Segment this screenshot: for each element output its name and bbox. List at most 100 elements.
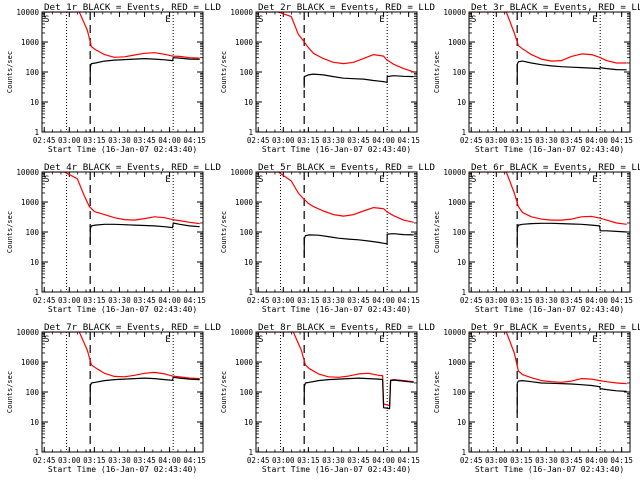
panel-data (256, 332, 414, 410)
y-tick-label: 100 (25, 228, 39, 237)
y-tick-label: 10000 (16, 8, 39, 17)
y-tick-label: 1 (248, 448, 253, 457)
y-tick-label: 1 (461, 448, 466, 457)
x-tick-label: 03:30 (322, 456, 345, 465)
events-series-line (303, 377, 414, 410)
x-tick-label: 02:45 (33, 296, 56, 305)
x-tick-label: 03:15 (83, 136, 106, 145)
end-marker: E (165, 175, 170, 185)
x-tick-label: 03:15 (297, 136, 320, 145)
detector-panel: Det 1r BLACK = Events, RED = LLD Counts/s… (6, 2, 221, 154)
x-tick-label: 03:00 (58, 136, 81, 145)
y-tick-label: 10000 (443, 328, 466, 337)
x-tick-label: 03:00 (272, 456, 295, 465)
y-tick-label: 1 (248, 288, 253, 297)
y-tick-label: 100 (452, 388, 466, 397)
x-tick-label: 03:30 (108, 456, 131, 465)
panel-data (469, 332, 627, 414)
x-tick-label: 03:30 (108, 136, 131, 145)
start-marker: S (44, 15, 49, 25)
start-marker: S (258, 15, 263, 25)
y-tick-label: 10 (244, 258, 254, 267)
y-tick-label: 1 (461, 288, 466, 297)
x-tick-label: 03:15 (297, 296, 320, 305)
y-tick-label: 1000 (448, 358, 467, 367)
end-marker: E (379, 15, 384, 25)
lld-series-line (469, 332, 627, 385)
x-tick-label: 03:15 (297, 456, 320, 465)
y-tick-label: 100 (25, 388, 39, 397)
end-marker: E (379, 335, 384, 345)
x-tick-label: 03:30 (535, 136, 558, 145)
events-series-line (303, 233, 414, 257)
lld-series-line (469, 172, 627, 225)
y-tick-label: 100 (452, 68, 466, 77)
x-tick-label: 04:00 (372, 136, 395, 145)
events-series-line (303, 73, 414, 88)
x-axis-label: Start Time (16-Jan-07 02:43:40) (262, 305, 411, 314)
events-series-line (516, 60, 627, 84)
panel-data (469, 12, 627, 84)
y-tick-label: 10000 (230, 168, 253, 177)
x-tick-label: 03:15 (83, 456, 106, 465)
y-tick-label: 1000 (448, 198, 467, 207)
y-tick-label: 100 (239, 388, 253, 397)
x-tick-label: 02:45 (247, 296, 270, 305)
x-tick-label: 04:15 (610, 136, 633, 145)
x-tick-label: 02:45 (33, 456, 56, 465)
detector-panel: Det 7r BLACK = Events, RED = LLD Counts/s… (6, 322, 221, 474)
y-tick-label: 1000 (235, 358, 254, 367)
y-tick-label: 1000 (235, 38, 254, 47)
panel-title: Det 2r BLACK = Events, RED = LLD (258, 2, 435, 13)
y-tick-label: 1000 (448, 38, 467, 47)
panel-frame (41, 171, 204, 293)
start-marker: S (471, 15, 476, 25)
x-axis-label: Start Time (16-Jan-07 02:43:40) (48, 145, 197, 154)
x-tick-label: 04:00 (585, 296, 608, 305)
y-axis-label: Counts/sec (433, 211, 441, 253)
lld-series-line (42, 332, 200, 380)
y-axis-label: Counts/sec (220, 371, 228, 413)
x-tick-label: 03:00 (58, 296, 81, 305)
y-tick-label: 10 (457, 258, 467, 267)
panel-frame (255, 171, 418, 293)
x-tick-label: 04:15 (610, 296, 633, 305)
x-tick-label: 04:00 (372, 456, 395, 465)
events-series-line (89, 57, 200, 83)
panel-frame (255, 331, 418, 453)
y-tick-label: 1 (34, 448, 39, 457)
panel-title: Det 1r BLACK = Events, RED = LLD (44, 2, 221, 13)
x-tick-label: 04:00 (585, 456, 608, 465)
panel-data (42, 332, 200, 404)
detector-panel: Det 3r BLACK = Events, RED = LLD Counts/s… (433, 2, 640, 154)
x-axis-label: Start Time (16-Jan-07 02:43:40) (475, 465, 624, 474)
detector-panel: Det 2r BLACK = Events, RED = LLD Counts/s… (220, 2, 435, 154)
x-tick-label: 02:45 (460, 456, 483, 465)
x-tick-label: 03:45 (347, 296, 370, 305)
y-tick-label: 1 (461, 128, 466, 137)
x-tick-label: 02:45 (460, 136, 483, 145)
detector-panel: Det 8r BLACK = Events, RED = LLD Counts/s… (220, 322, 435, 474)
events-series-line (89, 222, 200, 244)
y-tick-label: 1 (34, 128, 39, 137)
y-tick-label: 10 (457, 98, 467, 107)
panel-data (469, 172, 627, 248)
x-tick-label: 03:45 (133, 136, 156, 145)
start-marker: S (258, 335, 263, 345)
x-tick-label: 03:00 (485, 136, 508, 145)
x-tick-label: 03:45 (347, 136, 370, 145)
events-series-line (516, 222, 627, 248)
end-marker: E (592, 15, 597, 25)
y-tick-label: 10 (30, 258, 40, 267)
x-tick-label: 03:45 (133, 456, 156, 465)
detector-panel: Det 9r BLACK = Events, RED = LLD Counts/s… (433, 322, 640, 474)
x-tick-label: 02:45 (33, 136, 56, 145)
y-tick-label: 1 (34, 288, 39, 297)
y-axis-label: Counts/sec (433, 371, 441, 413)
x-axis-label: Start Time (16-Jan-07 02:43:40) (262, 145, 411, 154)
panel-data (42, 12, 200, 83)
panel-frame (468, 331, 631, 453)
x-tick-label: 03:30 (322, 296, 345, 305)
y-tick-label: 100 (25, 68, 39, 77)
start-marker: S (258, 175, 263, 185)
